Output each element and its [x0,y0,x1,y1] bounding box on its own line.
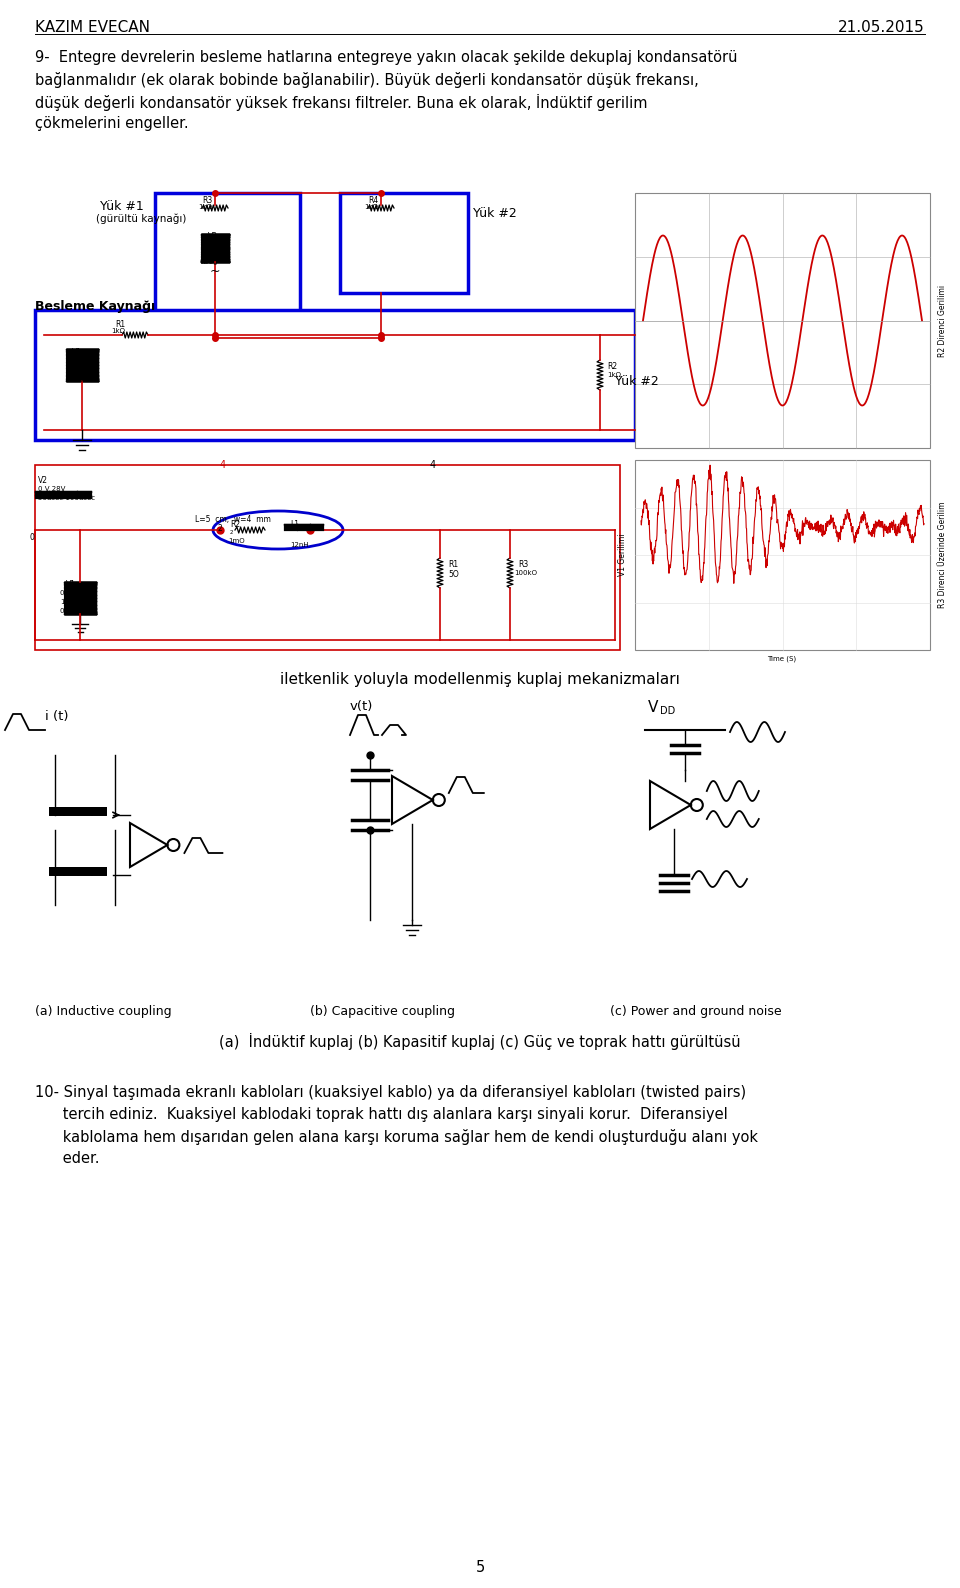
Text: R1: R1 [448,561,458,569]
Text: 0.1 Vrms: 0.1 Vrms [60,591,91,596]
Text: R2 Direnci Gerilimi: R2 Direnci Gerilimi [938,284,947,357]
Text: 3: 3 [310,524,315,534]
Text: V1: V1 [66,580,76,589]
Text: R1: R1 [115,321,125,329]
Text: V1 Gerilimi: V1 Gerilimi [618,534,627,576]
Text: R2: R2 [230,519,240,529]
Text: 0Deg: 0Deg [66,376,84,383]
Text: Besleme Kaynağı: Besleme Kaynağı [35,300,156,313]
Text: 0: 0 [30,534,35,542]
Text: (a)  İndüktif kuplaj (b) Kapasitif kuplaj (c) Güç ve toprak hattı gürültüsü: (a) İndüktif kuplaj (b) Kapasitif kuplaj… [219,1034,741,1050]
Bar [340,194,468,294]
Text: 1kΩ: 1kΩ [364,203,378,210]
Text: 1kΩ: 1kΩ [198,203,212,210]
Text: v(t): v(t) [350,700,373,713]
Text: 28 V: 28 V [66,357,82,364]
Text: R4: R4 [368,195,378,205]
Text: V2: V2 [208,232,218,241]
Text: eder.: eder. [35,1151,100,1166]
Text: (gürültü kaynağı): (gürültü kaynağı) [96,214,186,224]
Text: 1V: 1V [204,241,213,248]
Text: R3: R3 [518,561,528,569]
Text: ~: ~ [210,265,221,278]
Text: tercih ediniz.  Kuaksiyel kablodaki toprak hattı dış alanlara karşı sinyali koru: tercih ediniz. Kuaksiyel kablodaki topra… [35,1107,728,1123]
Text: 100kO: 100kO [514,570,537,576]
Text: 50usec 100usec: 50usec 100usec [38,495,95,500]
Text: 4: 4 [430,461,436,470]
Text: KAZIM EVECAN: KAZIM EVECAN [35,21,150,35]
Text: 2: 2 [230,530,233,535]
Text: Time (S): Time (S) [767,654,797,662]
Text: 10- Sinyal taşımada ekranlı kabloları (kuaksiyel kablo) ya da diferansiyel kablo: 10- Sinyal taşımada ekranlı kabloları (k… [35,1085,746,1100]
Text: 4: 4 [220,461,227,470]
Text: çökmelerini engeller.: çökmelerini engeller. [35,116,188,130]
Text: R3: R3 [202,195,212,205]
Text: V: V [648,700,659,715]
Text: 12nH: 12nH [290,542,308,548]
Text: 60 Hz: 60 Hz [66,367,86,373]
Text: 0Deg: 0Deg [200,259,218,265]
Text: 1kΩ: 1kΩ [607,372,621,378]
Text: 2: 2 [218,524,223,534]
Text: R3 Direnci Üzerinde Gerilim: R3 Direnci Üzerinde Gerilim [938,502,947,608]
Text: R2: R2 [607,362,617,372]
Text: düşük değerli kondansatör yüksek frekansı filtreler. Buna ek olarak, İndüktif ge: düşük değerli kondansatör yüksek frekans… [35,94,647,111]
Text: L1: L1 [290,519,299,529]
Text: ~: ~ [72,596,83,610]
Text: 1kΩ: 1kΩ [111,329,125,333]
Text: ~: ~ [78,362,88,375]
Bar [35,310,635,440]
Text: 21.05.2015: 21.05.2015 [838,21,925,35]
Text: 5O: 5O [448,570,459,580]
Text: 1kHz: 1kHz [200,249,218,256]
Text: 9-  Entegre devrelerin besleme hatlarına entegreye yakın olacak şekilde dekuplaj: 9- Entegre devrelerin besleme hatlarına … [35,49,737,65]
Text: 1kHz: 1kHz [60,599,78,605]
Text: i (t): i (t) [45,710,68,723]
Text: DD: DD [660,707,675,716]
Text: Yük #1: Yük #1 [100,200,144,213]
Text: Yük #2: Yük #2 [615,375,659,387]
Text: kablolama hem dışarıdan gelen alana karşı koruma sağlar hem de kendi oluşturduğu: kablolama hem dışarıdan gelen alana karş… [35,1129,758,1145]
Text: 5: 5 [475,1559,485,1575]
Text: (c) Power and ground noise: (c) Power and ground noise [610,1005,781,1018]
Text: V1: V1 [72,348,82,357]
Text: Yük #2: Yük #2 [473,206,516,221]
Bar [35,465,620,649]
Text: (a) Inductive coupling: (a) Inductive coupling [35,1005,172,1018]
Text: V2: V2 [38,476,48,484]
Bar [635,461,930,649]
Text: 0Deg: 0Deg [60,608,79,615]
Text: bağlanmalıdır (ek olarak bobinde bağlanabilir). Büyük değerli kondansatör düşük : bağlanmalıdır (ek olarak bobinde bağlana… [35,71,699,87]
Bar [155,194,300,338]
Bar [635,194,930,448]
Text: iletkenlik yoluyla modellenmiş kuplaj mekanizmaları: iletkenlik yoluyla modellenmiş kuplaj me… [280,672,680,688]
Text: L=5  cm,  w=4  mm: L=5 cm, w=4 mm [195,515,271,524]
Text: (b) Capacitive coupling: (b) Capacitive coupling [310,1005,455,1018]
Text: 0 V 28V: 0 V 28V [38,486,65,492]
Text: 1mO: 1mO [228,538,245,545]
